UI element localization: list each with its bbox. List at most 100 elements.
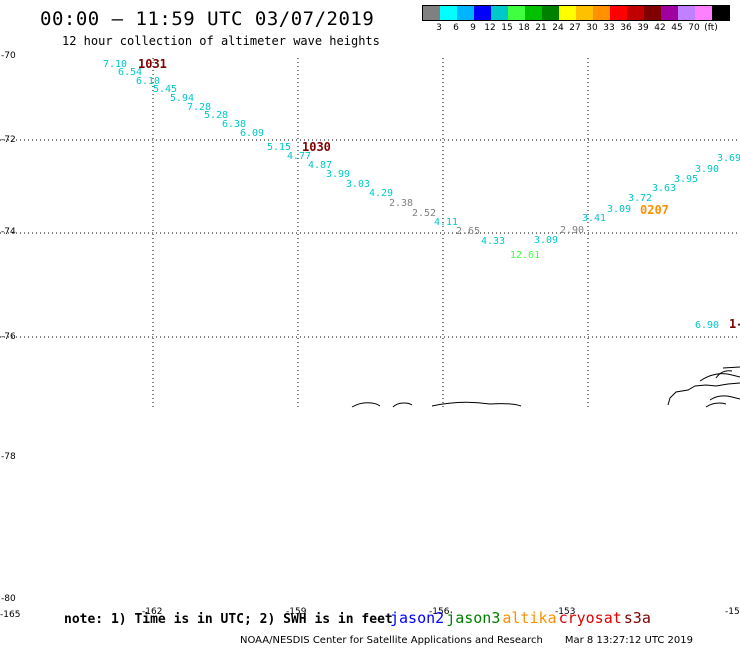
legend-swatch xyxy=(440,6,457,20)
coastline-segment xyxy=(722,366,740,369)
swh-value: 2.90 xyxy=(560,225,584,236)
legend-swatch xyxy=(508,6,525,20)
legend-swatch xyxy=(525,6,542,20)
color-legend: 3 6 9 12 15 18 21 24 27 30 33 36 39 42 45 70 (ft) xyxy=(422,5,730,33)
legend-swatch xyxy=(661,6,678,20)
pass-time-labels: 1031 1030 0207 1- xyxy=(138,57,740,331)
legend-swatch xyxy=(474,6,491,20)
satellite-name: jason3 xyxy=(446,609,501,627)
legend-label: 42 xyxy=(654,23,666,33)
legend-label: 24 xyxy=(552,23,564,33)
legend-swatch xyxy=(678,6,695,20)
swh-value: 6.09 xyxy=(240,128,264,139)
swh-value: 3.41 xyxy=(582,213,606,224)
swh-value: 4.33 xyxy=(481,236,505,247)
coastline-segment xyxy=(709,395,740,401)
swh-value: 5.28 xyxy=(204,110,228,121)
note-text: note: 1) Time is in UTC; 2) SWH is in fe… xyxy=(64,612,393,627)
legend-label: 30 xyxy=(586,23,598,33)
swh-value: 3.09 xyxy=(534,235,558,246)
swh-value: 4.77 xyxy=(287,151,311,162)
pass-time: 1030 xyxy=(302,140,331,154)
latitude-label: -80 xyxy=(1,594,16,604)
coastline-segment xyxy=(705,402,727,408)
coastline-segment xyxy=(715,370,733,379)
swh-value: 3.09 xyxy=(607,204,631,215)
legend-label: 21 xyxy=(535,23,547,33)
swh-value: 2.65 xyxy=(456,226,480,237)
swh-value: 5.45 xyxy=(153,84,177,95)
swh-value: 6.38 xyxy=(222,119,246,130)
legend-label: 6 xyxy=(453,23,459,33)
latitude-label: -72 xyxy=(1,135,16,145)
legend-label: 9 xyxy=(470,23,476,33)
legend-label: 15 xyxy=(501,23,513,33)
latitude-label: -76 xyxy=(1,332,16,342)
legend-label: 12 xyxy=(484,23,496,33)
pass-time: 0207 xyxy=(640,203,669,217)
legend-swatches xyxy=(422,5,730,21)
longitude-label: -159 xyxy=(286,607,307,617)
swh-value: 3.95 xyxy=(674,174,698,185)
legend-swatch xyxy=(627,6,644,20)
satellite-legend: jason2 jason3 altika cryosat s3a xyxy=(390,609,653,627)
pass-time: 1- xyxy=(729,317,740,331)
legend-label: 36 xyxy=(620,23,632,33)
coastline-segment xyxy=(699,373,740,382)
longitude-label: -153 xyxy=(555,607,575,617)
legend-label: 45 xyxy=(671,23,683,33)
swh-value: 3.03 xyxy=(346,179,370,190)
wave-height-observations: 7.106.546.105.455.947.285.286.386.095.15… xyxy=(103,59,740,331)
swh-value: 7.10 xyxy=(103,59,127,70)
latitude-label: -78 xyxy=(1,452,16,462)
swh-value: 4.87 xyxy=(308,160,332,171)
legend-swatch xyxy=(644,6,661,20)
footer: NOAA/NESDIS Center for Satellite Applica… xyxy=(240,635,693,646)
legend-swatch xyxy=(576,6,593,20)
swh-value: 6.90 xyxy=(695,320,719,331)
swh-value: 2.38 xyxy=(389,198,413,209)
coastline-segment xyxy=(431,401,522,407)
swh-value: 3.99 xyxy=(326,169,350,180)
pass-time: 1031 xyxy=(138,57,167,71)
swh-value: 3.90 xyxy=(695,164,719,175)
map-subtitle: 12 hour collection of altimeter wave hei… xyxy=(62,34,380,48)
swh-value: 2.52 xyxy=(412,208,436,219)
swh-value: 5.94 xyxy=(170,93,194,104)
legend-swatch xyxy=(542,6,559,20)
longitude-label: -162 xyxy=(142,607,162,617)
satellite-name: altika xyxy=(502,609,557,627)
swh-value: 5.15 xyxy=(267,142,291,153)
axis-labels: -70 -72 -74 -76 -78 -80 -165 -162 -159 -156 -153 -1… xyxy=(0,51,740,620)
coastline-segment xyxy=(351,402,381,408)
coastline-segment xyxy=(392,402,413,408)
coastline-segment xyxy=(667,382,740,406)
legend-label: (ft) xyxy=(704,23,718,33)
swh-value: 4.11 xyxy=(434,217,458,228)
satellite-name: s3a xyxy=(623,609,651,627)
legend-swatch xyxy=(610,6,627,20)
satellite-name: jason2 xyxy=(390,609,445,627)
swh-value: 3.63 xyxy=(652,183,676,194)
footer-timestamp: Mar 8 13:27:12 UTC 2019 xyxy=(564,635,693,646)
swh-value: 3.72 xyxy=(628,193,652,204)
swh-value: 3.69 xyxy=(717,153,740,164)
satellite-name: cryosat xyxy=(558,609,622,627)
legend-swatch xyxy=(712,6,729,20)
legend-label: 27 xyxy=(569,23,581,33)
legend-swatch xyxy=(559,6,576,20)
legend-label: 70 xyxy=(688,23,700,33)
legend-swatch xyxy=(593,6,610,20)
swh-value: 7.28 xyxy=(187,102,211,113)
swh-value: 12.61 xyxy=(510,250,540,261)
legend-label: 18 xyxy=(518,23,530,33)
swh-value: 6.10 xyxy=(136,76,160,87)
coastline xyxy=(351,366,740,408)
longitude-label: -165 xyxy=(0,610,20,620)
latitude-label: -74 xyxy=(1,227,16,237)
swh-value: 6.54 xyxy=(118,67,142,78)
graticule xyxy=(0,58,740,407)
latitude-label: -70 xyxy=(1,51,16,61)
footer-source: NOAA/NESDIS Center for Satellite Applica… xyxy=(240,635,543,646)
